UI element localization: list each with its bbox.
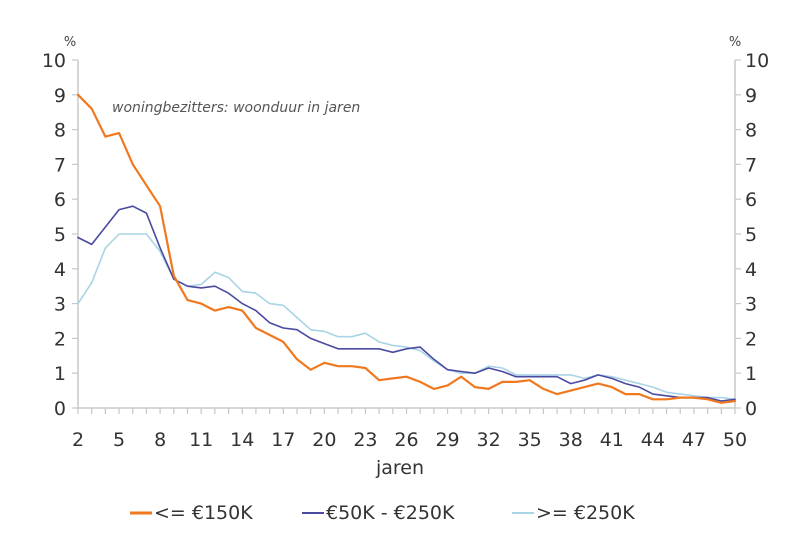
y-tick-label-right: 3 [745, 294, 757, 316]
y-tick-label-right: 0 [745, 398, 757, 420]
x-tick-label: 14 [230, 429, 254, 451]
y-tick-label-right: 2 [745, 328, 757, 350]
y-tick-label-left: 5 [54, 224, 66, 246]
x-tick-label: 26 [394, 429, 418, 451]
x-tick-label: 32 [477, 429, 501, 451]
y-tick-label-left: 8 [54, 120, 66, 142]
x-axis-label: jaren [375, 457, 424, 479]
y-tick-label-left: 3 [54, 294, 66, 316]
y-tick-label-left: 6 [54, 189, 66, 211]
y-tick-label-left: 10 [42, 50, 66, 72]
y-tick-label-right: 4 [745, 259, 757, 281]
series-line-2 [77, 205, 736, 402]
y-ticks-left: 0 1 2 3 4 5 6 7 8 9 10 [42, 50, 78, 420]
x-tick-label: 50 [723, 429, 747, 451]
y-tick-label-right: 7 [745, 154, 757, 176]
x-tick-label: 35 [518, 429, 542, 451]
legend: <= €150K €50K - €250K >= €250K [130, 502, 635, 524]
y-tick-label-right: 1 [745, 363, 757, 385]
series-line-1 [76, 93, 737, 404]
y-ticks-right: 0 1 2 3 4 5 6 7 8 9 10 [735, 50, 769, 420]
y-tick-label-right: 9 [745, 85, 757, 107]
x-tick-label: 47 [682, 429, 706, 451]
y-tick-label-right: 10 [745, 50, 769, 72]
y-tick-label-right: 5 [745, 224, 757, 246]
chart-annotation: woningbezitters: woonduur in jaren [112, 100, 360, 116]
x-tick-label: 23 [353, 429, 377, 451]
x-ticks: 2 5 8 11 14 17 20 23 26 29 32 35 38 41 44 47 50 [72, 408, 747, 451]
legend-label-2: €50K - €250K [326, 502, 455, 524]
x-tick-label: 17 [271, 429, 295, 451]
x-tick-label: 41 [600, 429, 624, 451]
y-tick-label-left: 0 [54, 398, 66, 420]
y-tick-label-left: 2 [54, 328, 66, 350]
series-line-3 [77, 233, 736, 401]
x-tick-label: 2 [72, 429, 84, 451]
x-tick-label: 11 [189, 429, 213, 451]
legend-label-3: >= €250K [536, 502, 635, 524]
y-tick-label-left: 1 [54, 363, 66, 385]
y-tick-label-right: 6 [745, 189, 757, 211]
x-tick-label: 38 [559, 429, 583, 451]
x-tick-label: 8 [154, 429, 166, 451]
legend-label-1: <= €150K [154, 502, 253, 524]
x-tick-label: 5 [113, 429, 125, 451]
y-unit-right: % [729, 35, 741, 50]
y-tick-label-left: 4 [54, 259, 66, 281]
x-tick-label: 29 [435, 429, 459, 451]
y-tick-label-left: 7 [54, 154, 66, 176]
y-unit-left: % [64, 35, 76, 50]
y-tick-label-left: 9 [54, 85, 66, 107]
y-tick-label-right: 8 [745, 120, 757, 142]
series-lines [76, 93, 737, 404]
x-tick-label: 44 [641, 429, 665, 451]
x-tick-label: 20 [312, 429, 336, 451]
